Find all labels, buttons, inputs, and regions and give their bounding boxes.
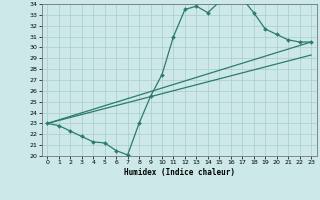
X-axis label: Humidex (Indice chaleur): Humidex (Indice chaleur): [124, 168, 235, 177]
